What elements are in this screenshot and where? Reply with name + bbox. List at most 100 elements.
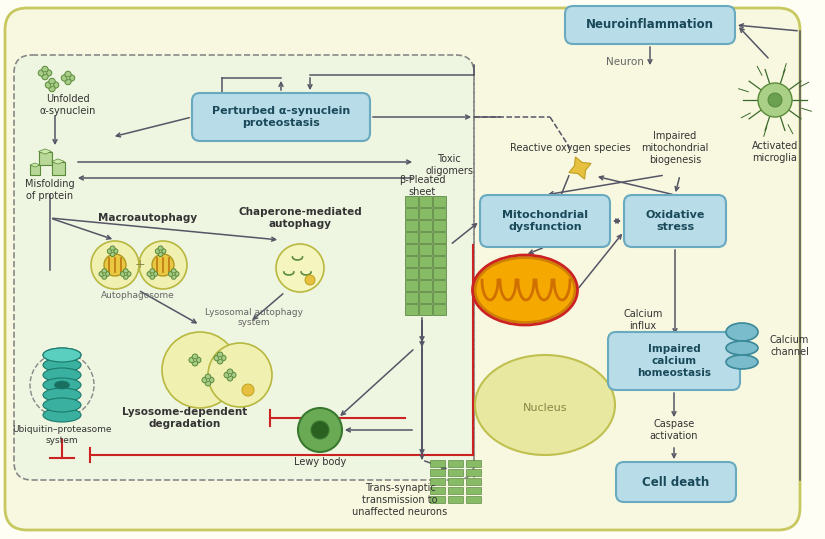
- Circle shape: [120, 272, 125, 277]
- Bar: [433, 232, 446, 243]
- Bar: [419, 244, 432, 255]
- Circle shape: [172, 273, 175, 275]
- Bar: [419, 232, 432, 243]
- Circle shape: [162, 332, 238, 408]
- Ellipse shape: [43, 398, 81, 412]
- Circle shape: [209, 377, 214, 383]
- Circle shape: [305, 275, 315, 285]
- Bar: [433, 196, 446, 207]
- Bar: [433, 304, 446, 315]
- Ellipse shape: [43, 358, 81, 372]
- Bar: [466, 478, 481, 485]
- Polygon shape: [39, 149, 51, 154]
- Bar: [433, 256, 446, 267]
- Text: Impaired
calcium
homeostasis: Impaired calcium homeostasis: [637, 344, 711, 378]
- Ellipse shape: [43, 388, 81, 402]
- Circle shape: [68, 75, 75, 81]
- Circle shape: [42, 66, 48, 73]
- Text: Misfolding
of protein: Misfolding of protein: [26, 179, 75, 201]
- Text: Oxidative
stress: Oxidative stress: [645, 210, 705, 232]
- Bar: [433, 268, 446, 279]
- Ellipse shape: [43, 408, 81, 422]
- Ellipse shape: [54, 381, 69, 389]
- Circle shape: [298, 408, 342, 452]
- Circle shape: [38, 70, 45, 76]
- Bar: [419, 304, 432, 315]
- Bar: [405, 292, 418, 303]
- Circle shape: [189, 357, 195, 363]
- Ellipse shape: [43, 378, 81, 392]
- Circle shape: [242, 384, 254, 396]
- Bar: [405, 304, 418, 315]
- Circle shape: [49, 78, 55, 85]
- FancyBboxPatch shape: [192, 93, 370, 141]
- Circle shape: [214, 355, 219, 361]
- Bar: [405, 244, 418, 255]
- Text: Neuron: Neuron: [606, 57, 644, 67]
- Circle shape: [158, 252, 163, 257]
- Text: Reactive oxygen species: Reactive oxygen species: [510, 143, 630, 153]
- Text: Chaperone-mediated
autophagy: Chaperone-mediated autophagy: [238, 207, 362, 229]
- Circle shape: [105, 272, 110, 277]
- Bar: [419, 220, 432, 231]
- Circle shape: [172, 274, 177, 279]
- Circle shape: [172, 269, 177, 274]
- Text: +: +: [134, 259, 145, 272]
- Bar: [433, 208, 446, 219]
- Circle shape: [43, 71, 47, 75]
- Bar: [419, 280, 432, 291]
- Polygon shape: [51, 159, 64, 164]
- FancyBboxPatch shape: [624, 195, 726, 247]
- Circle shape: [217, 352, 223, 357]
- Circle shape: [220, 355, 226, 361]
- Circle shape: [205, 381, 211, 386]
- Circle shape: [206, 378, 210, 382]
- Ellipse shape: [726, 355, 758, 369]
- Circle shape: [107, 249, 112, 254]
- Bar: [448, 478, 463, 485]
- Circle shape: [151, 273, 153, 275]
- Circle shape: [196, 357, 201, 363]
- Bar: [30, 165, 40, 175]
- Bar: [430, 460, 445, 467]
- Ellipse shape: [726, 341, 758, 355]
- Text: Unfolded
α-synuclein: Unfolded α-synuclein: [40, 94, 97, 116]
- Bar: [419, 292, 432, 303]
- FancyBboxPatch shape: [14, 55, 474, 480]
- Text: Lewy body: Lewy body: [294, 457, 346, 467]
- Circle shape: [99, 272, 104, 277]
- Circle shape: [158, 246, 163, 251]
- Ellipse shape: [475, 355, 615, 455]
- Circle shape: [219, 356, 222, 360]
- Circle shape: [65, 79, 71, 85]
- Circle shape: [155, 249, 160, 254]
- Circle shape: [168, 272, 173, 277]
- Bar: [466, 496, 481, 503]
- Circle shape: [110, 246, 115, 251]
- Circle shape: [205, 374, 211, 379]
- Circle shape: [45, 82, 51, 88]
- Circle shape: [147, 272, 152, 277]
- FancyBboxPatch shape: [565, 6, 735, 44]
- Bar: [466, 469, 481, 476]
- Bar: [433, 280, 446, 291]
- Circle shape: [91, 241, 139, 289]
- Circle shape: [230, 372, 236, 378]
- Bar: [405, 256, 418, 267]
- Circle shape: [192, 361, 198, 366]
- Ellipse shape: [43, 368, 81, 382]
- Text: β-Pleated
sheet: β-Pleated sheet: [398, 175, 446, 197]
- Circle shape: [159, 250, 162, 253]
- Text: Caspase
activation: Caspase activation: [650, 419, 698, 441]
- Bar: [466, 460, 481, 467]
- Bar: [405, 268, 418, 279]
- Circle shape: [110, 252, 115, 257]
- Bar: [419, 268, 432, 279]
- Text: Calcium
channel: Calcium channel: [770, 335, 809, 357]
- Circle shape: [125, 273, 127, 275]
- Bar: [448, 496, 463, 503]
- Text: Autophagosome: Autophagosome: [101, 291, 175, 300]
- Circle shape: [66, 76, 70, 80]
- Circle shape: [276, 244, 324, 292]
- Ellipse shape: [43, 348, 81, 362]
